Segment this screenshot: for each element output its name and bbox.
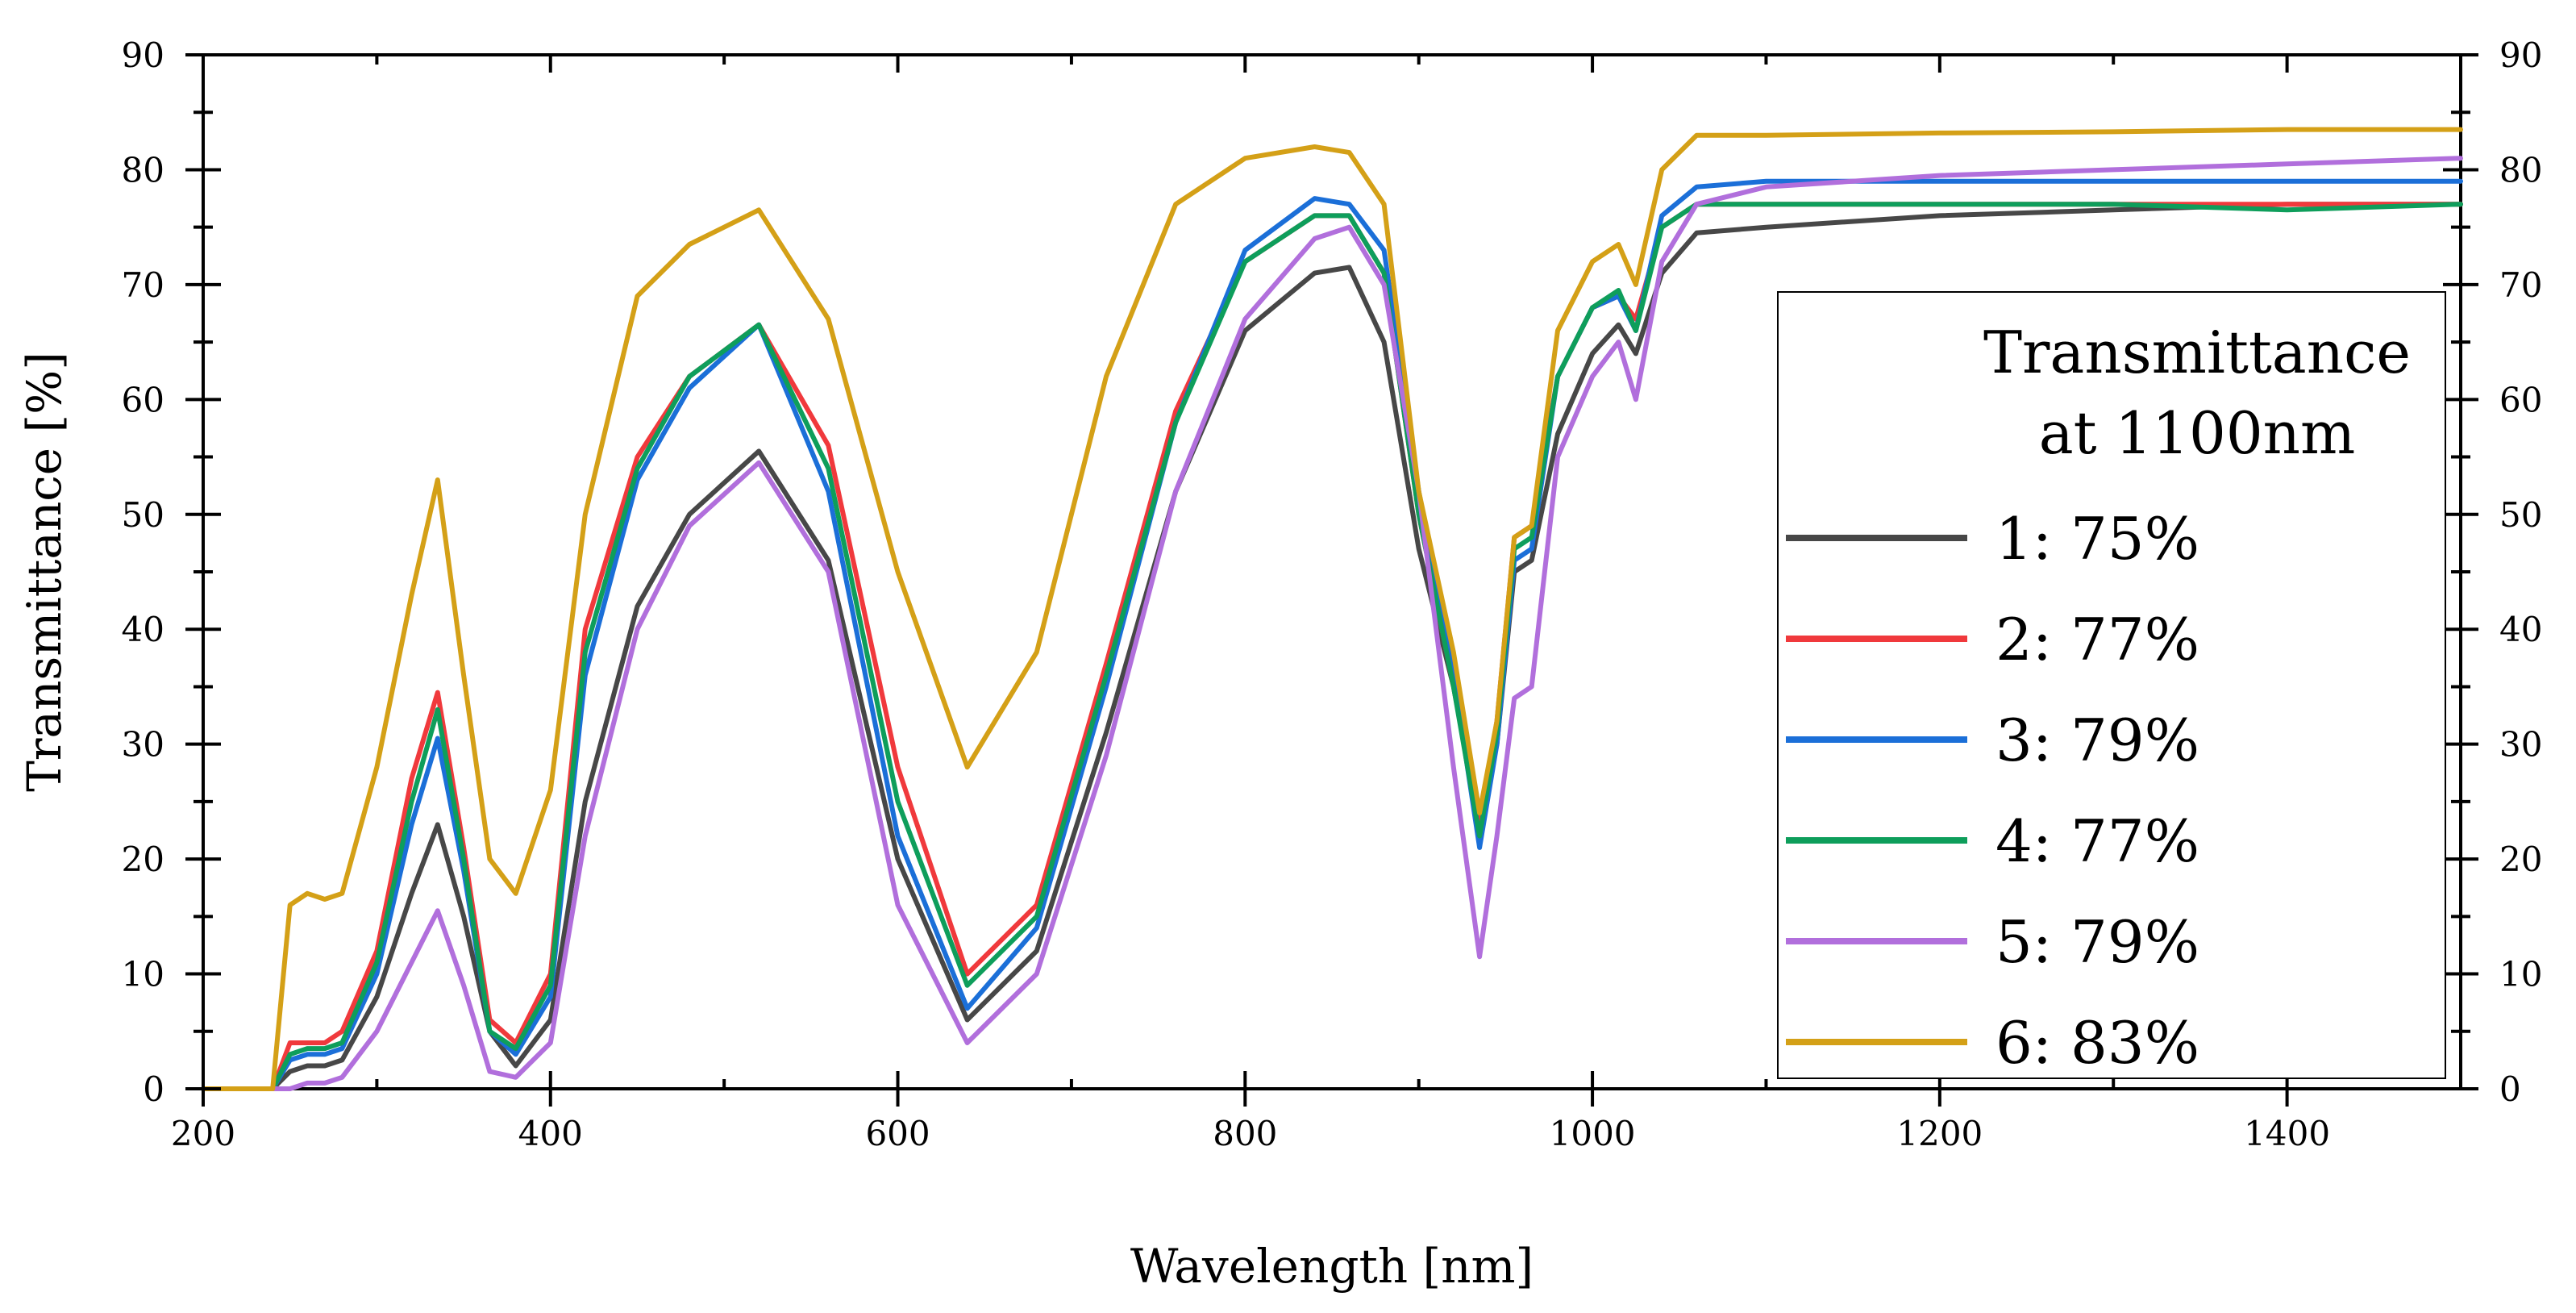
legend-label-6: 6: 83% bbox=[1995, 1009, 2199, 1077]
series-line-5 bbox=[201, 156, 2463, 1091]
legend-label-5: 5: 79% bbox=[1995, 908, 2199, 976]
y-tick-label-right: 40 bbox=[2499, 610, 2542, 649]
y-tick-label-right: 50 bbox=[2499, 495, 2542, 535]
y-tick-label: 70 bbox=[122, 265, 164, 305]
legend-label-1: 1: 75% bbox=[1995, 505, 2199, 573]
legend-label-2: 2: 77% bbox=[1995, 606, 2199, 673]
y-tick-label-right: 90 bbox=[2499, 35, 2542, 75]
series-line-4 bbox=[201, 202, 2463, 1091]
x-tick-label: 800 bbox=[1213, 1114, 1277, 1153]
legend-box bbox=[1777, 291, 2446, 1079]
y-tick-label: 0 bbox=[143, 1069, 164, 1109]
x-tick-label: 1400 bbox=[2244, 1114, 2330, 1153]
y-tick-label: 30 bbox=[122, 725, 164, 765]
y-tick-label: 10 bbox=[122, 955, 164, 994]
y-tick-label-right: 10 bbox=[2499, 955, 2542, 994]
x-tick-label: 1000 bbox=[1550, 1114, 1636, 1153]
y-tick-label-right: 30 bbox=[2499, 725, 2542, 765]
y-tick-label: 40 bbox=[122, 610, 164, 649]
y-axis-right: 0 10 20 30 40 50 60 70 80 90 bbox=[2443, 35, 2542, 1109]
y-tick-label-right: 60 bbox=[2499, 380, 2542, 419]
legend-label-4: 4: 77% bbox=[1995, 807, 2199, 875]
legend-title-line2: at 1100nm bbox=[2039, 399, 2356, 467]
y-tick-label: 80 bbox=[122, 150, 164, 190]
legend-title-line1: Transmittance bbox=[1983, 319, 2411, 386]
y-axis-left: 0 10 20 30 40 50 60 70 80 90 bbox=[122, 35, 221, 1109]
series-line-6 bbox=[201, 127, 2463, 1091]
y-tick-label: 50 bbox=[122, 495, 164, 535]
legend: Transmittance at 1100nm 1: 75% 2: 77% 3: 7… bbox=[1777, 291, 2446, 1079]
y-tick-label-right: 70 bbox=[2499, 265, 2542, 305]
series-line-1 bbox=[201, 202, 2463, 1091]
x-tick-label: 1200 bbox=[1896, 1114, 1983, 1153]
y-tick-label-right: 0 bbox=[2499, 1069, 2521, 1109]
x-axis: 200 400 600 800 1000 1200 1400 bbox=[171, 55, 2330, 1153]
legend-items: 1: 75% 2: 77% 3: 79% 4: 77% 5: 79% 6: 83% bbox=[1786, 505, 2199, 1077]
y-tick-label: 20 bbox=[122, 840, 164, 879]
y-tick-label: 60 bbox=[122, 380, 164, 419]
x-axis-title: Wavelength [nm] bbox=[1130, 1239, 1534, 1294]
legend-label-3: 3: 79% bbox=[1995, 707, 2199, 774]
y-tick-label: 90 bbox=[122, 35, 164, 75]
x-tick-label: 600 bbox=[865, 1114, 930, 1153]
y-tick-label-right: 80 bbox=[2499, 150, 2542, 190]
x-tick-label: 400 bbox=[518, 1114, 583, 1153]
y-tick-label-right: 20 bbox=[2499, 840, 2542, 879]
series-group bbox=[201, 127, 2463, 1091]
x-tick-label: 200 bbox=[171, 1114, 235, 1153]
y-axis-title: Transmittance [%] bbox=[17, 352, 72, 792]
